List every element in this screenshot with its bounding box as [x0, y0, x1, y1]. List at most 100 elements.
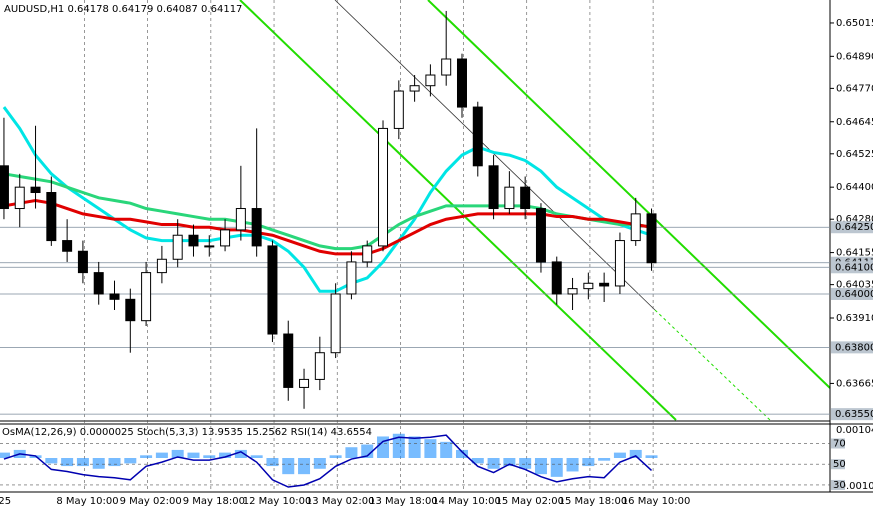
x-tick-label: 9 May 02:00	[120, 496, 182, 507]
osma-bar	[629, 449, 642, 458]
osma-bar	[519, 458, 532, 469]
candle-body	[14, 186, 25, 210]
level-label-box	[831, 341, 873, 354]
chart-title: AUDUSD,H1 0.64178 0.64179 0.64087 0.6411…	[4, 4, 242, 15]
candle-body	[172, 234, 183, 260]
candle-body	[314, 352, 325, 380]
osma-bar	[503, 458, 516, 467]
x-tick-label: 15 May 02:00	[495, 496, 564, 507]
candle-body	[188, 234, 199, 247]
osma-bar	[266, 458, 279, 467]
level-label: 0.64100	[835, 262, 873, 273]
osma-bar	[471, 458, 484, 464]
candle-body	[156, 258, 167, 274]
y-tick-label: -0.00104	[836, 481, 873, 492]
osma-bar	[550, 458, 563, 477]
candle-body	[362, 245, 373, 263]
channel-lines	[239, 0, 831, 421]
candle-body	[267, 245, 278, 335]
osma-bar	[140, 455, 153, 458]
candle-body	[425, 74, 436, 87]
channel-line	[427, 0, 831, 389]
y-tick-label: 0.001040	[836, 425, 873, 436]
candle-body	[30, 186, 41, 194]
candle-body	[346, 261, 357, 295]
level-label-box	[831, 287, 873, 300]
y-tick-label: 0.63665	[836, 378, 873, 389]
candle-body	[125, 298, 136, 322]
x-tick-label: 14 May 10:00	[432, 496, 501, 507]
osma-bar	[171, 449, 184, 458]
candle-body	[646, 213, 657, 264]
level-label-box	[831, 408, 873, 421]
osma-bar	[361, 444, 374, 458]
osma-bar	[534, 458, 547, 475]
osma-bar	[298, 458, 311, 475]
level-label: 0.64000	[835, 289, 873, 300]
x-tick-label: 13 May 18:00	[369, 496, 438, 507]
candle-body	[0, 165, 9, 210]
trend-line-extension	[654, 309, 771, 421]
y-tick-label: 0.64155	[836, 248, 873, 259]
candle-body	[77, 250, 88, 274]
osma-bar	[155, 452, 168, 458]
level-label: 0.64250	[835, 222, 873, 233]
x-tick-label: 8 May 10:00	[56, 496, 118, 507]
candle-body	[409, 85, 420, 92]
osma-bar	[345, 447, 358, 458]
osma-bar	[440, 441, 453, 458]
candle-body	[583, 282, 594, 290]
candle-body	[330, 293, 341, 354]
candle-body	[520, 186, 531, 210]
candle-body	[393, 90, 404, 129]
candle-body	[441, 58, 452, 76]
osma-bar	[108, 458, 121, 467]
osma-bar	[187, 452, 200, 458]
x-tick-label: 13 May 02:00	[306, 496, 375, 507]
candle-body	[235, 208, 246, 231]
osma-bar	[645, 455, 658, 458]
osma-bar	[0, 452, 10, 458]
level-label-box	[831, 459, 845, 470]
osma-bar	[45, 458, 58, 464]
y2-tick-label: 50	[833, 459, 846, 470]
trend-line	[334, 0, 656, 311]
candle-body	[62, 240, 73, 252]
candle-body	[614, 240, 625, 287]
candle-body	[220, 229, 231, 247]
x-tick-label: 9 May 18:00	[183, 496, 245, 507]
candle-body	[488, 165, 499, 210]
osma-bar	[377, 436, 390, 458]
x-tick-label: 12 May 10:00	[243, 496, 312, 507]
osma-bar	[566, 458, 579, 472]
osma-bar	[424, 439, 437, 458]
y2-tick-label: 30	[833, 480, 846, 491]
osma-bar	[329, 455, 342, 458]
osma-bar	[582, 458, 595, 467]
channel-line	[239, 0, 677, 421]
x-tick-label: 15 May 18:00	[559, 496, 628, 507]
osma-bar	[250, 455, 263, 458]
osma-bar	[282, 458, 295, 475]
candle-body	[109, 293, 120, 300]
candle-body	[251, 208, 262, 247]
level-label-box	[831, 261, 873, 274]
osma-bar	[61, 458, 74, 467]
level-label: 0.63550	[835, 409, 873, 420]
osma-bar	[76, 458, 89, 467]
level-label-box	[831, 438, 845, 449]
level-label-box	[831, 221, 873, 234]
osma-bar	[408, 436, 421, 458]
osma-bar	[313, 458, 326, 469]
y-tick-label: 0.64525	[836, 149, 873, 160]
x-tick-label: 16 May 10:00	[622, 496, 691, 507]
candle-body	[93, 272, 104, 295]
x-tick-label: May 2025	[0, 496, 11, 507]
candle-body	[378, 127, 389, 247]
osma-bar	[219, 452, 232, 458]
osma-bar	[487, 458, 500, 469]
